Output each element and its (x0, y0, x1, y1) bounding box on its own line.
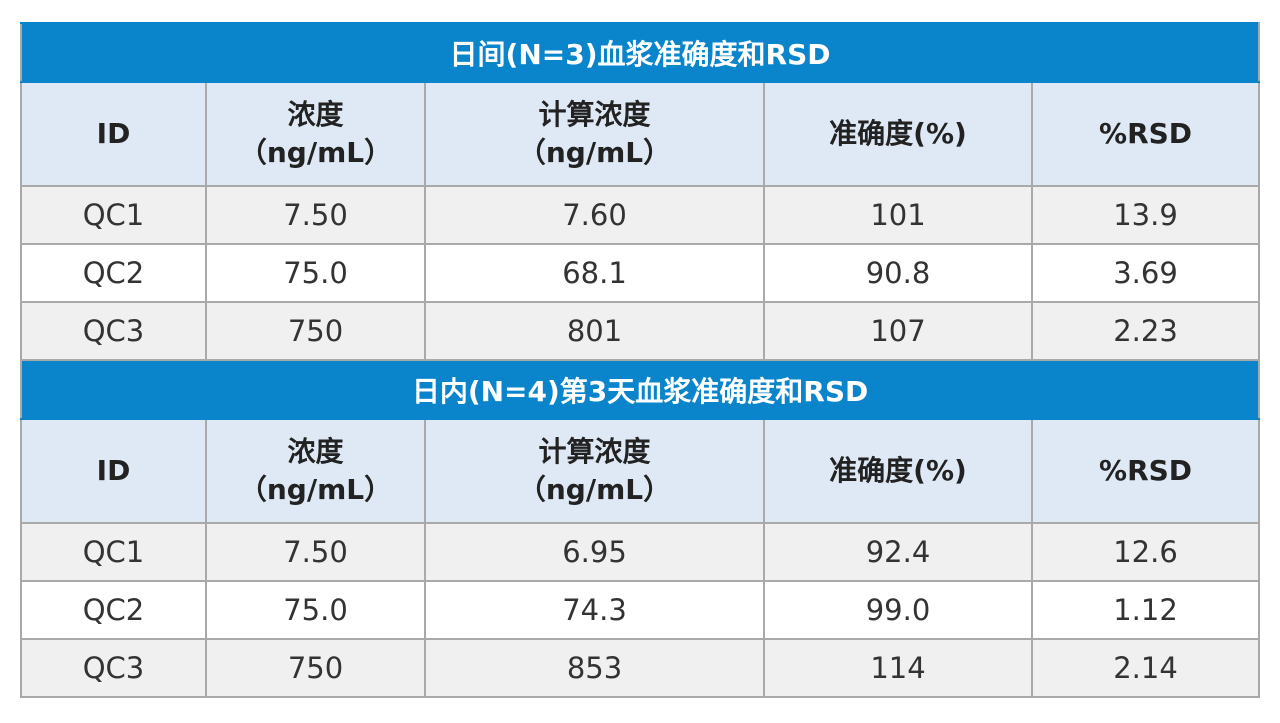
cell-accuracy: 99.0 (763, 580, 1033, 640)
accuracy-table-container: 日间(N=3)血浆准确度和RSD ID 浓度 （ng/mL） 计算浓度 （ng/… (19, 22, 1261, 698)
cell-concentration: 75.0 (205, 580, 426, 640)
cell-id: QC3 (20, 638, 207, 698)
table-row: QC3 750 853 114 2.14 (20, 638, 1261, 698)
cell-rsd: 2.14 (1030, 638, 1261, 698)
cell-accuracy: 90.8 (763, 243, 1033, 303)
table-row: QC2 75.0 68.1 90.8 3.69 (20, 243, 1261, 303)
cell-id: QC3 (20, 301, 207, 361)
header-calculated-unit: （ng/mL） (517, 136, 672, 169)
header-calculated-label: 计算浓度 (538, 98, 651, 131)
cell-calculated: 801 (424, 301, 765, 361)
table-row: QC1 7.50 7.60 101 13.9 (20, 185, 1261, 245)
cell-id: QC1 (20, 185, 207, 245)
cell-concentration: 7.50 (205, 522, 426, 582)
table-row: QC3 750 801 107 2.23 (20, 301, 1261, 361)
header-accuracy: 准确度(%) (763, 81, 1033, 187)
header-calculated: 计算浓度 （ng/mL） (424, 81, 765, 187)
header-calculated-unit: （ng/mL） (517, 473, 672, 506)
header-concentration-unit: （ng/mL） (238, 473, 393, 506)
header-id: ID (20, 81, 207, 187)
cell-concentration: 750 (205, 301, 426, 361)
cell-rsd: 3.69 (1030, 243, 1261, 303)
header-rsd: %RSD (1030, 81, 1261, 187)
header-calculated-label: 计算浓度 (538, 435, 651, 468)
header-concentration-label: 浓度 (287, 98, 344, 131)
header-concentration: 浓度 （ng/mL） (205, 418, 426, 524)
header-calculated: 计算浓度 （ng/mL） (424, 418, 765, 524)
cell-calculated: 7.60 (424, 185, 765, 245)
cell-rsd: 13.9 (1030, 185, 1261, 245)
section-title-row: 日间(N=3)血浆准确度和RSD (19, 22, 1261, 83)
header-row: ID 浓度 （ng/mL） 计算浓度 （ng/mL） 准确度(%) %RSD (20, 418, 1261, 524)
cell-rsd: 2.23 (1030, 301, 1261, 361)
cell-calculated: 74.3 (424, 580, 765, 640)
cell-accuracy: 101 (763, 185, 1033, 245)
cell-accuracy: 107 (763, 301, 1033, 361)
header-accuracy: 准确度(%) (763, 418, 1033, 524)
header-concentration: 浓度 （ng/mL） (205, 81, 426, 187)
header-concentration-label: 浓度 (287, 435, 344, 468)
cell-concentration: 75.0 (205, 243, 426, 303)
table-row: QC2 75.0 74.3 99.0 1.12 (20, 580, 1261, 640)
cell-rsd: 1.12 (1030, 580, 1261, 640)
cell-concentration: 7.50 (205, 185, 426, 245)
cell-id: QC1 (20, 522, 207, 582)
cell-concentration: 750 (205, 638, 426, 698)
accuracy-rsd-table: 日间(N=3)血浆准确度和RSD ID 浓度 （ng/mL） 计算浓度 （ng/… (19, 22, 1261, 698)
cell-accuracy: 92.4 (763, 522, 1033, 582)
section-title-interday: 日间(N=3)血浆准确度和RSD (19, 22, 1261, 83)
cell-id: QC2 (20, 243, 207, 303)
cell-calculated: 853 (424, 638, 765, 698)
header-rsd: %RSD (1030, 418, 1261, 524)
header-row: ID 浓度 （ng/mL） 计算浓度 （ng/mL） 准确度(%) %RSD (20, 81, 1261, 187)
section-title-intraday: 日内(N=4)第3天血浆准确度和RSD (19, 359, 1261, 420)
cell-accuracy: 114 (763, 638, 1033, 698)
cell-calculated: 6.95 (424, 522, 765, 582)
section-title-row: 日内(N=4)第3天血浆准确度和RSD (19, 359, 1261, 420)
table-row: QC1 7.50 6.95 92.4 12.6 (20, 522, 1261, 582)
cell-calculated: 68.1 (424, 243, 765, 303)
header-id: ID (20, 418, 207, 524)
cell-id: QC2 (20, 580, 207, 640)
cell-rsd: 12.6 (1030, 522, 1261, 582)
header-concentration-unit: （ng/mL） (238, 136, 393, 169)
